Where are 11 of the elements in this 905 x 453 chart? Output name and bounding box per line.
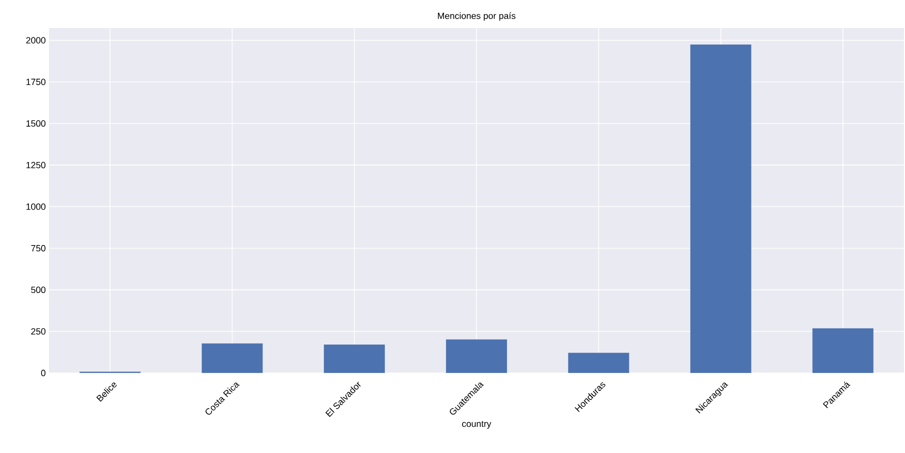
x-axis-title: country xyxy=(462,421,492,429)
chart-title: Menciones por país xyxy=(438,12,516,21)
y-tick-label: 0 xyxy=(41,370,46,376)
y-tick-label: 250 xyxy=(31,328,46,335)
y-tick-label: 500 xyxy=(31,286,46,294)
y-tick-label: 1000 xyxy=(26,203,46,210)
y-tick-label: 750 xyxy=(31,245,46,252)
y-tick-label: 1750 xyxy=(26,78,46,86)
y-tick-label: 1500 xyxy=(26,120,46,127)
y-tick-label: 1250 xyxy=(26,162,46,168)
y-tick-label: 2000 xyxy=(26,37,46,44)
